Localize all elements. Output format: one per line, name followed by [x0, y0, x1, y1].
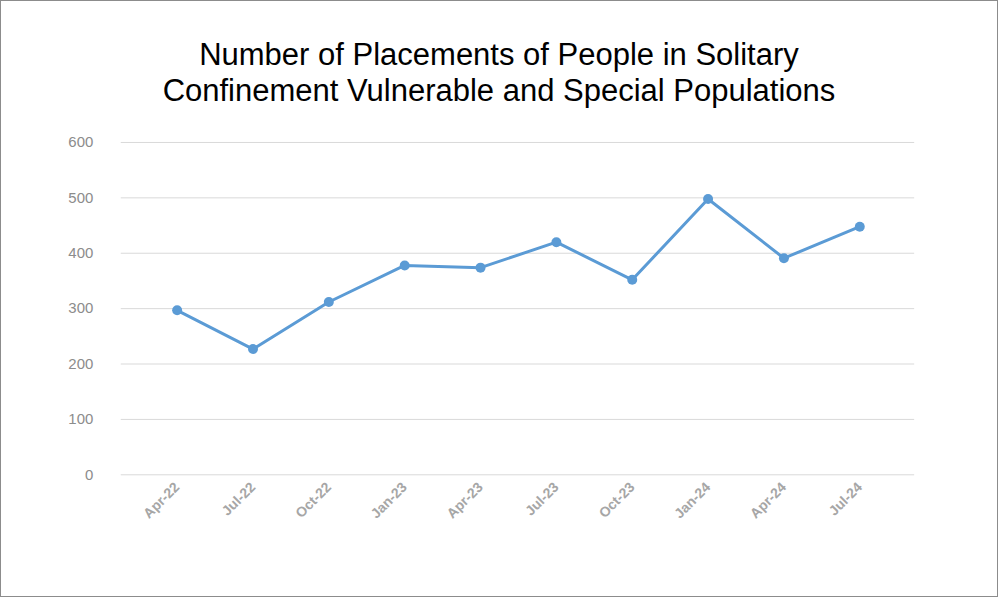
svg-text:100: 100	[68, 410, 93, 427]
html-text:Number of Placements of People: Number of Placements of People in Solita…	[162, 37, 836, 108]
svg-text:Oct-23: Oct-23	[595, 479, 637, 521]
svg-text:600: 600	[68, 133, 93, 150]
svg-text:300: 300	[68, 299, 93, 316]
svg-text:Oct-22: Oct-22	[292, 479, 334, 521]
svg-text:500: 500	[68, 189, 93, 206]
svg-text:Jan-23: Jan-23	[367, 479, 410, 522]
svg-text:Jul-24: Jul-24	[825, 479, 865, 519]
svg-text:Apr-24: Apr-24	[747, 479, 790, 522]
svg-text:Jul-23: Jul-23	[522, 479, 562, 519]
svg-text:Jul-22: Jul-22	[218, 479, 258, 519]
svg-text:Apr-22: Apr-22	[140, 479, 183, 522]
svg-text:0: 0	[85, 466, 93, 483]
svg-text:400: 400	[68, 244, 93, 261]
svg-text:Jan-24: Jan-24	[671, 479, 714, 522]
svg-text:200: 200	[68, 355, 93, 372]
svg-text:Apr-23: Apr-23	[443, 479, 486, 522]
